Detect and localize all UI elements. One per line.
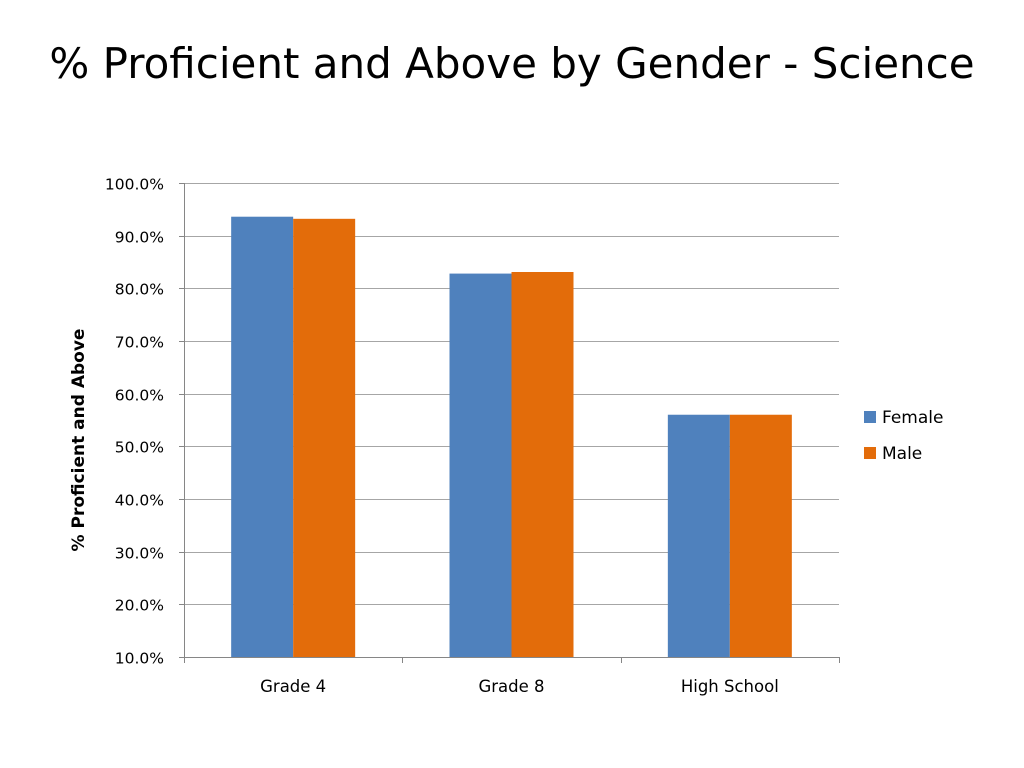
x-tick-label: High School	[681, 677, 779, 696]
bar-male-grade-8	[511, 272, 574, 657]
y-tick-label: 60.0%	[115, 387, 164, 405]
x-tick-label: Grade 8	[478, 677, 544, 696]
y-tick-label: 70.0%	[115, 334, 164, 352]
legend-label-female: Female	[882, 408, 943, 428]
bar-female-high-school	[667, 414, 730, 657]
y-tick-label: 100.0%	[105, 176, 164, 194]
bars	[231, 216, 792, 657]
x-tick-labels: Grade 4 Grade 8 High School	[260, 677, 779, 696]
legend-swatch-female	[864, 411, 876, 423]
y-axis-label: % Proficient and Above	[69, 329, 89, 552]
x-tick-label: Grade 4	[260, 677, 326, 696]
y-tick-label: 90.0%	[115, 229, 164, 247]
y-tick-label: 80.0%	[115, 281, 164, 299]
y-tick-label: 50.0%	[115, 439, 164, 457]
legend: Female Male	[864, 408, 943, 464]
y-tick-label: 40.0%	[115, 492, 164, 510]
bar-male-grade-4	[293, 218, 356, 657]
bar-male-high-school	[729, 414, 792, 657]
axes	[184, 183, 840, 663]
y-tick-label: 10.0%	[115, 650, 164, 668]
legend-label-male: Male	[882, 444, 922, 464]
slide-title: % Proficient and Above by Gender - Scien…	[49, 39, 975, 88]
bar-female-grade-4	[231, 216, 294, 657]
legend-swatch-male	[864, 447, 876, 459]
y-tick-label: 20.0%	[115, 597, 164, 615]
y-tick-labels: 10.0% 20.0% 30.0% 40.0% 50.0% 60.0% 70.0% 80.0%…	[105, 176, 164, 668]
bar-female-grade-8	[449, 273, 512, 657]
y-tick-label: 30.0%	[115, 545, 164, 563]
